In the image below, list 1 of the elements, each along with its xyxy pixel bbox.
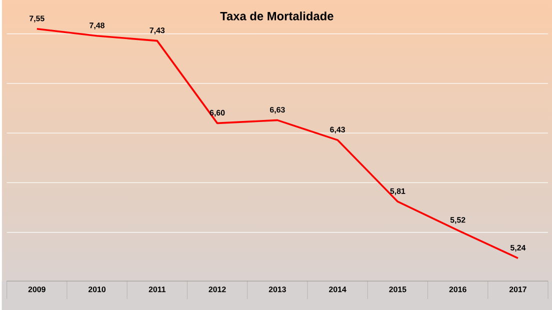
chart-title: Taxa de Mortalidade [220, 12, 334, 20]
